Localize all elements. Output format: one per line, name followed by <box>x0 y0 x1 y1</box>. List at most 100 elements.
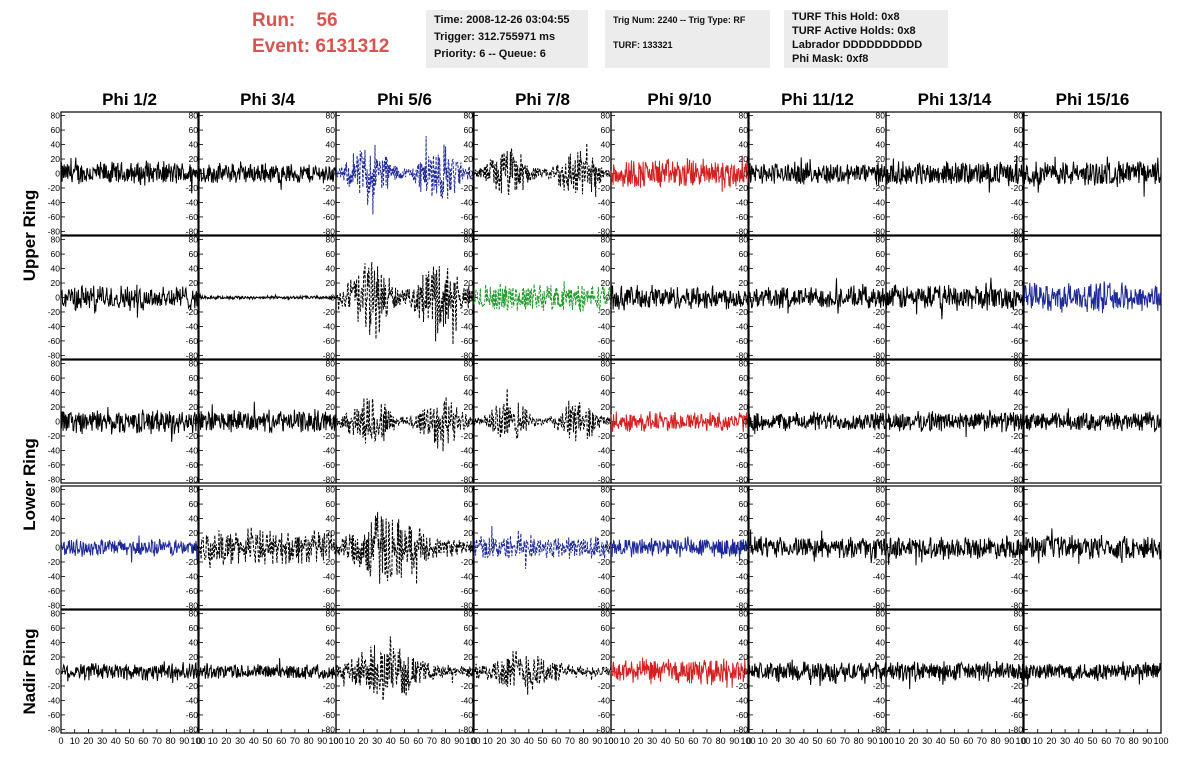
y-tick-label: -60 <box>1011 212 1024 222</box>
y-tick-label: 40 <box>876 264 886 274</box>
y-tick-label: 20 <box>601 528 611 538</box>
y-tick-label: 0 <box>330 169 335 179</box>
y-tick-label: 60 <box>601 373 611 383</box>
x-tick-label: 90 <box>729 736 739 746</box>
y-tick-label: -60 <box>873 336 886 346</box>
y-tick-label: -60 <box>186 586 199 596</box>
y-tick-label: -40 <box>461 197 474 207</box>
x-tick-label: 0 <box>196 736 201 746</box>
waveform-trace <box>198 527 337 569</box>
y-tick-label: 60 <box>464 125 474 135</box>
y-tick-label: -20 <box>736 681 749 691</box>
y-tick-label: 0 <box>880 293 885 303</box>
y-tick-label: -20 <box>48 557 61 567</box>
waveform-trace <box>610 284 749 311</box>
y-tick-label: -60 <box>736 336 749 346</box>
y-tick-label: 80 <box>51 485 61 495</box>
time-line: Time: 2008-12-26 03:04:55 <box>434 14 570 26</box>
y-tick-label: 60 <box>876 499 886 509</box>
x-tick-label: 90 <box>454 736 464 746</box>
x-tick-label: 60 <box>1101 736 1111 746</box>
y-tick-label: 20 <box>739 154 749 164</box>
y-tick-label: 60 <box>1014 623 1024 633</box>
x-tick-label: 30 <box>647 736 657 746</box>
waveform-trace <box>1023 408 1162 433</box>
y-tick-label: 40 <box>464 388 474 398</box>
y-tick-label: 20 <box>51 402 61 412</box>
y-tick-label: 40 <box>601 638 611 648</box>
x-tick-label: 0 <box>333 736 338 746</box>
x-tick-label: 40 <box>799 736 809 746</box>
y-tick-label: 20 <box>326 402 336 412</box>
x-tick-label: 0 <box>471 736 476 746</box>
waveform-trace <box>1023 528 1162 564</box>
y-tick-label: -40 <box>461 445 474 455</box>
waveform-trace <box>60 157 199 194</box>
y-tick-label: -20 <box>461 681 474 691</box>
x-tick-label: 10 <box>208 736 218 746</box>
y-tick-label: 40 <box>464 514 474 524</box>
y-tick-label: 0 <box>330 417 335 427</box>
y-tick-label: 80 <box>326 111 336 121</box>
y-tick-label: -40 <box>186 197 199 207</box>
x-tick-label: 10 <box>620 736 630 746</box>
x-tick-label: 50 <box>399 736 409 746</box>
column-header: Phi 7/8 <box>515 90 570 109</box>
y-tick-label: 20 <box>601 154 611 164</box>
x-tick-label: 100 <box>465 736 480 746</box>
y-tick-label: 60 <box>464 499 474 509</box>
ring-label: Lower Ring <box>20 438 39 531</box>
ring-label: Nadir Ring <box>20 629 39 715</box>
y-tick-label: 40 <box>189 514 199 524</box>
y-tick-label: -80 <box>1011 226 1024 236</box>
y-tick-label: 0 <box>330 667 335 677</box>
y-tick-label: 60 <box>1014 373 1024 383</box>
y-tick-label: 20 <box>326 278 336 288</box>
y-tick-label: 20 <box>51 278 61 288</box>
y-tick-label: -40 <box>598 197 611 207</box>
y-tick-label: -60 <box>1011 710 1024 720</box>
y-tick-label: 40 <box>876 638 886 648</box>
y-tick-label: -80 <box>598 474 611 484</box>
y-tick-label: -40 <box>186 445 199 455</box>
x-tick-label: 70 <box>427 736 437 746</box>
y-tick-label: 60 <box>189 373 199 383</box>
waveform-trace <box>473 388 612 442</box>
y-tick-label: 40 <box>739 388 749 398</box>
waveform-trace <box>885 409 1024 438</box>
y-tick-label: -20 <box>598 557 611 567</box>
y-tick-label: 20 <box>876 402 886 412</box>
y-tick-label: -80 <box>1011 724 1024 734</box>
y-tick-label: 60 <box>189 623 199 633</box>
column-header: Phi 9/10 <box>647 90 711 109</box>
y-tick-label: 40 <box>51 638 61 648</box>
y-tick-label: -40 <box>736 321 749 331</box>
y-tick-label: -20 <box>873 183 886 193</box>
y-tick-label: 80 <box>464 485 474 495</box>
y-tick-label: -60 <box>323 710 336 720</box>
y-tick-label: -60 <box>48 212 61 222</box>
y-tick-label: 80 <box>464 111 474 121</box>
waveform-trace <box>335 636 474 701</box>
x-tick-label: 40 <box>249 736 259 746</box>
y-tick-label: -20 <box>186 431 199 441</box>
y-tick-label: -40 <box>48 445 61 455</box>
y-tick-label: 20 <box>464 528 474 538</box>
y-tick-label: -60 <box>186 460 199 470</box>
y-tick-label: 0 <box>468 543 473 553</box>
x-tick-label: 60 <box>826 736 836 746</box>
run-row: Run: 56 <box>252 8 389 34</box>
waveform-trace <box>335 261 474 345</box>
waveform-trace <box>885 155 1024 193</box>
y-tick-label: -40 <box>1011 695 1024 705</box>
y-tick-label: -80 <box>186 474 199 484</box>
waveform-trace <box>60 406 199 442</box>
y-tick-label: 40 <box>51 140 61 150</box>
y-tick-label: -20 <box>323 307 336 317</box>
y-tick-label: 0 <box>55 667 60 677</box>
y-tick-label: 60 <box>51 125 61 135</box>
y-tick-label: 60 <box>51 373 61 383</box>
x-tick-label: 10 <box>758 736 768 746</box>
y-tick-label: 60 <box>1014 249 1024 259</box>
y-tick-label: -60 <box>736 710 749 720</box>
